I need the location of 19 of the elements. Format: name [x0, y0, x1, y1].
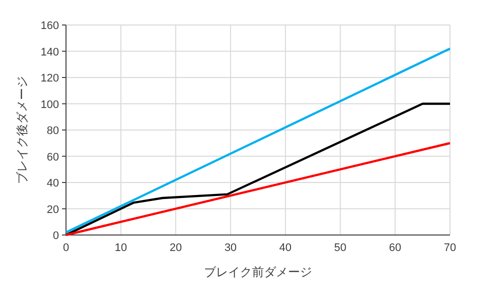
x-tick-label: 70: [444, 242, 456, 254]
y-tick-label: 120: [40, 72, 59, 84]
y-tick-label: 60: [46, 151, 59, 164]
x-tick-label: 40: [279, 242, 292, 254]
y-tick-label: 80: [46, 125, 59, 137]
x-tick-label: 60: [389, 242, 402, 254]
y-tick-label: 0: [52, 230, 59, 242]
x-axis-title: ブレイク前ダメージ: [204, 265, 312, 279]
x-tick-label: 50: [334, 242, 346, 254]
x-tick-label: 10: [114, 242, 127, 254]
y-axis-title: ブレイク後ダメージ: [15, 76, 29, 184]
y-tick-label: 40: [46, 178, 59, 190]
x-tick-label: 0: [62, 242, 70, 254]
y-tick-label: 20: [46, 204, 59, 216]
y-tick-label: 160: [40, 20, 59, 32]
x-tick-label: 30: [224, 242, 237, 254]
y-tick-label: 100: [40, 98, 59, 111]
x-tick-label: 20: [170, 242, 182, 254]
y-tick-label: 140: [40, 46, 59, 58]
